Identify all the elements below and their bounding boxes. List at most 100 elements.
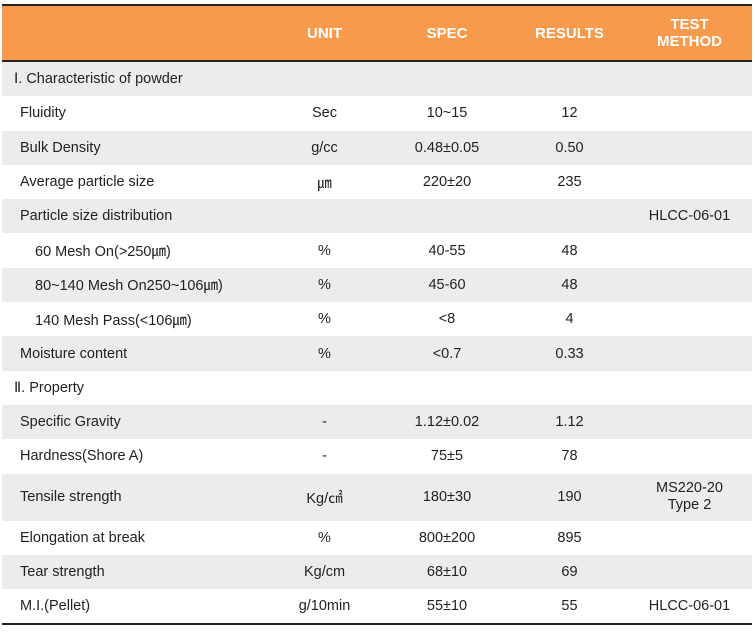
item-name: Elongation at break — [20, 529, 145, 546]
item-name: Specific Gravity — [20, 414, 121, 431]
spec-cell: 1.12±0.02 — [414, 414, 480, 431]
table-row: M.I.(Pellet) g/10min 55±10 55 HLCC-06-01 — [2, 589, 752, 623]
test-method-cell — [627, 405, 752, 439]
result-cell: 235 — [557, 174, 582, 191]
spec-cell — [382, 199, 512, 233]
test-method-cell — [627, 165, 752, 199]
unit-cell: % — [318, 242, 331, 259]
unit-cell: Kg/㎠ — [306, 490, 343, 507]
result-cell: 69 — [561, 564, 578, 580]
unit-cell: - — [322, 448, 327, 465]
test-method-cell: HLCC-06-01 — [648, 597, 731, 614]
item-name: Hardness(Shore A) — [20, 448, 144, 465]
unit-cell: g/10min — [298, 598, 351, 615]
spec-cell: 45-60 — [428, 276, 466, 293]
table-row: Tensile strength Kg/㎠ 180±30 190 MS220-20 Typ… — [2, 473, 752, 521]
unit-cell: Kg/cm — [303, 564, 346, 580]
header-test-method: TEST METHOD — [627, 6, 752, 60]
unit-cell: % — [318, 529, 331, 546]
result-cell — [512, 199, 627, 233]
spec-cell: 75±5 — [430, 448, 464, 465]
item-name: Tear strength — [20, 564, 105, 580]
spec-cell: 68±10 — [426, 564, 468, 580]
result-cell: 48 — [561, 276, 578, 293]
unit-cell: Sec — [312, 105, 337, 122]
result-cell: 48 — [561, 242, 578, 259]
item-name: Tensile strength — [20, 489, 122, 506]
spec-cell: 40-55 — [428, 242, 466, 259]
table-body: Ⅰ. Characteristic of powder Fluidity Sec 10… — [2, 62, 752, 626]
test-method-cell — [627, 131, 752, 165]
table-row: Fluidity Sec 10~15 12 — [2, 96, 752, 130]
unit-cell — [267, 62, 382, 96]
unit-cell — [267, 199, 382, 233]
item-name: Moisture content — [20, 345, 128, 362]
table-row: Moisture content% <0.7 0.33 — [2, 336, 752, 371]
item-name: Bulk Density — [20, 139, 101, 156]
item-name: Fluidity — [20, 105, 66, 122]
section-title: Ⅰ. Characteristic of powder — [14, 71, 183, 88]
spec-cell — [382, 371, 512, 405]
test-method-cell — [627, 268, 752, 302]
table-row: 80~140 Mesh On250~106㎛)% 45-60 48 — [2, 267, 752, 303]
test-method-cell — [627, 439, 752, 473]
table-row: Hardness(Shore A) - 75±5 78 — [2, 439, 752, 473]
result-cell: 895 — [557, 529, 582, 546]
unit-cell — [267, 371, 382, 405]
test-method-cell: HLCC-06-01 — [648, 207, 731, 224]
table-row: Average particle size ㎛ 220±20 235 — [2, 165, 752, 199]
item-name: 60 Mesh On(>250㎛) — [35, 244, 171, 261]
table-row: Bulk Density g/cc 0.48±0.05 0.50 — [2, 130, 752, 165]
spec-cell: 800±200 — [418, 529, 476, 546]
result-cell: 1.12 — [555, 414, 584, 431]
result-cell: 0.50 — [555, 139, 584, 156]
result-cell: 190 — [557, 489, 582, 506]
item-name: 140 Mesh Pass(<106㎛) — [35, 312, 192, 329]
unit-cell: % — [318, 345, 331, 362]
section-header-row: Ⅱ. Property — [2, 371, 752, 405]
spec-cell: 0.48±0.05 — [414, 139, 480, 156]
spec-cell — [382, 62, 512, 96]
header-rule — [2, 60, 752, 62]
item-name: Particle size distribution — [20, 208, 173, 225]
test-method-cell — [627, 336, 752, 370]
header-unit: UNIT — [307, 24, 342, 42]
item-name: Average particle size — [20, 174, 155, 191]
spec-cell: 180±30 — [422, 489, 472, 506]
result-cell: 4 — [565, 311, 574, 328]
result-cell: 12 — [561, 105, 578, 122]
test-method-cell: MS220-20 Type 2 — [627, 474, 752, 521]
table-row: 140 Mesh Pass(<106㎛)% <8 4 — [2, 302, 752, 336]
result-cell: 55 — [561, 598, 578, 615]
item-name: M.I.(Pellet) — [20, 598, 91, 615]
test-method-line2: Type 2 — [667, 497, 712, 514]
table-row: Tear strength Kg/cm 68±10 69 — [2, 554, 752, 590]
item-name: 80~140 Mesh On250~106㎛) — [35, 278, 223, 295]
bottom-rule — [2, 623, 752, 626]
table-row: Specific Gravity - 1.12±0.02 1.12 — [2, 404, 752, 440]
test-method-cell — [627, 302, 752, 336]
unit-cell: ㎛ — [317, 175, 332, 192]
unit-cell: - — [322, 414, 327, 431]
test-method-cell — [627, 62, 752, 96]
test-method-cell — [627, 96, 752, 130]
spec-cell: 10~15 — [426, 105, 468, 122]
header-test-method-line2: METHOD — [657, 33, 722, 50]
unit-cell: % — [318, 311, 331, 328]
result-cell — [512, 62, 627, 96]
result-cell: 78 — [561, 448, 578, 465]
table-row: 60 Mesh On(>250㎛)% 40-55 48 — [2, 233, 752, 267]
spec-cell: <0.7 — [432, 345, 462, 362]
unit-cell: % — [318, 276, 331, 293]
header-test-method-line1: TEST — [670, 16, 709, 33]
header-spec: SPEC — [426, 24, 468, 42]
top-rule — [2, 4, 752, 6]
spec-cell: <8 — [438, 311, 456, 328]
table-row: Elongation at break% 800±200 895 — [2, 521, 752, 555]
section-title: Ⅱ. Property — [14, 379, 84, 396]
test-method-cell — [627, 371, 752, 405]
result-cell — [512, 371, 627, 405]
unit-cell: g/cc — [311, 139, 338, 156]
result-cell: 0.33 — [555, 345, 584, 362]
test-method-cell — [627, 521, 752, 555]
